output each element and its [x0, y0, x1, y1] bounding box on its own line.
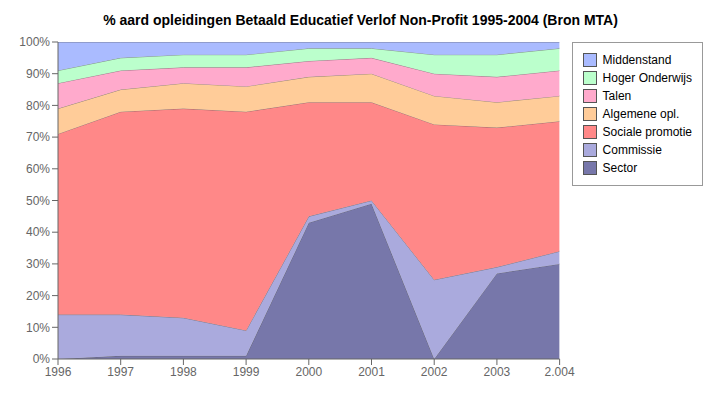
html-text:Middenstand: Middenstand	[602, 53, 672, 67]
svg-text:90%: 90%	[26, 67, 50, 81]
svg-text:2001: 2001	[358, 365, 385, 379]
svg-text:20%: 20%	[26, 289, 50, 303]
svg-text:2003: 2003	[484, 365, 511, 379]
svg-text:50%: 50%	[26, 194, 50, 208]
svg-text:10%: 10%	[26, 321, 50, 335]
svg-text:2.004: 2.004	[545, 365, 575, 379]
svg-text:2000: 2000	[295, 365, 322, 379]
html-text:Sociale promotie: Sociale promotie	[602, 125, 692, 139]
svg-text:80%: 80%	[26, 99, 50, 113]
html-text:Talen: Talen	[602, 89, 632, 103]
svg-text:40%: 40%	[26, 225, 50, 239]
html-text:% aard opleidingen Betaald Edu: % aard opleidingen Betaald Educatief Ver…	[103, 12, 618, 28]
html-text:Sector: Sector	[602, 161, 638, 175]
svg-text:60%: 60%	[26, 162, 50, 176]
html-text:Commissie: Commissie	[602, 143, 662, 157]
svg-text:1996: 1996	[45, 365, 72, 379]
svg-text:1998: 1998	[170, 365, 197, 379]
svg-text:70%: 70%	[26, 130, 50, 144]
svg-text:2002: 2002	[421, 365, 448, 379]
html-text:Algemene opl.: Algemene opl.	[602, 107, 680, 121]
html-text:Hoger Onderwijs: Hoger Onderwijs	[602, 71, 692, 85]
svg-text:30%: 30%	[26, 257, 50, 271]
svg-text:1999: 1999	[233, 365, 260, 379]
svg-text:1997: 1997	[107, 365, 134, 379]
svg-text:100%: 100%	[19, 35, 50, 49]
svg-text:0%: 0%	[33, 352, 51, 366]
